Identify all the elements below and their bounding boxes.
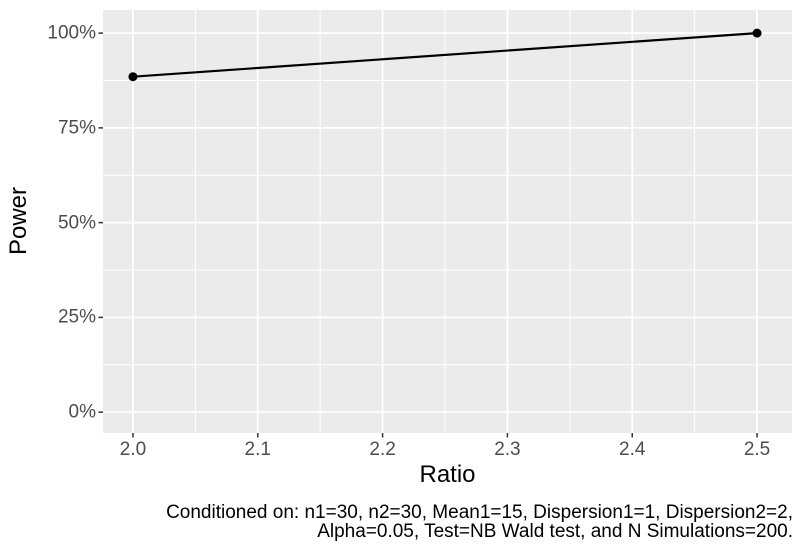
- plot-caption: Conditioned on: n1=30, n2=30, Mean1=15, …: [166, 503, 793, 541]
- caption-line-1: Conditioned on: n1=30, n2=30, Mean1=15, …: [166, 502, 793, 523]
- x-axis-tick-label: 2.0: [119, 439, 147, 460]
- x-axis-tick-label: 2.4: [619, 439, 646, 460]
- x-axis-tick-label: 2.3: [494, 439, 521, 460]
- power-line: [132, 32, 758, 78]
- y-axis-tick-label: 75%: [57, 117, 96, 139]
- y-axis-tick-label: 100%: [47, 22, 96, 44]
- x-axis-title: Ratio: [419, 461, 476, 488]
- x-axis-tick-label: 2.2: [369, 439, 396, 460]
- plot-panel-background: [103, 10, 792, 433]
- y-axis-tick-label: 25%: [57, 306, 96, 328]
- y-axis-tick-label: 50%: [57, 212, 96, 234]
- data-point: [752, 28, 762, 38]
- y-axis-title: Power: [5, 186, 32, 256]
- y-axis-tick-label: 0%: [68, 401, 96, 423]
- x-axis-tick-label: 2.5: [743, 439, 771, 460]
- data-point: [128, 72, 138, 82]
- x-axis-tick-label: 2.1: [244, 439, 271, 460]
- caption-line-2: Alpha=0.05, Test=NB Wald test, and N Sim…: [317, 521, 793, 542]
